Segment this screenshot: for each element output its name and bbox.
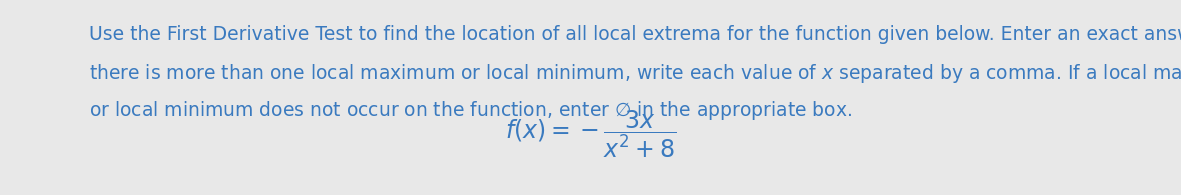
- Text: Use the First Derivative Test to find the location of all local extrema for the : Use the First Derivative Test to find th…: [89, 25, 1181, 44]
- Text: there is more than one local maximum or local minimum, write each value of $x$ s: there is more than one local maximum or …: [89, 62, 1181, 85]
- Text: $f(x) = -\dfrac{3x}{x^2+8}$: $f(x) = -\dfrac{3x}{x^2+8}$: [505, 108, 676, 160]
- Text: or local minimum does not occur on the function, enter $\varnothing$ in the appr: or local minimum does not occur on the f…: [89, 99, 852, 122]
